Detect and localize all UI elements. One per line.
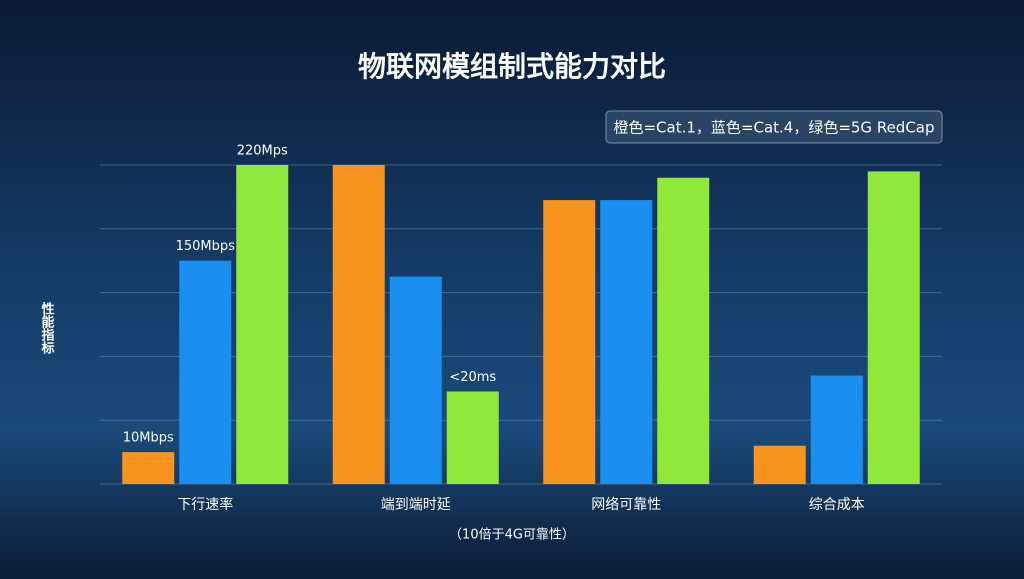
bar [236, 165, 289, 484]
bar [810, 375, 863, 484]
bar [332, 165, 385, 484]
bar [389, 276, 442, 484]
bar-annotation: 150Mbps [176, 239, 236, 254]
bar-annotation: 220Mps [237, 144, 288, 159]
bar-annotation: <20ms [449, 370, 496, 385]
y-axis-label: 性能指标 [39, 301, 56, 355]
bar-annotation: 10Mbps [123, 431, 174, 446]
bar [446, 391, 499, 484]
x-tick-label: 网络可靠性 [591, 497, 661, 513]
bar [179, 260, 232, 484]
bar [657, 177, 710, 484]
bar [543, 200, 596, 484]
legend-box [605, 110, 943, 144]
bar [867, 171, 920, 484]
note: （10倍于4G可靠性） [449, 528, 575, 543]
bar [600, 200, 653, 484]
x-tick-label: 综合成本 [809, 497, 865, 513]
x-tick-label: 端到端时延 [381, 497, 451, 513]
bar [753, 445, 806, 484]
legend-text: 橙色=Cat.1，蓝色=Cat.4，绿色=5G RedCap [613, 119, 934, 137]
x-tick-label: 下行速率 [177, 496, 233, 513]
bar [122, 452, 175, 484]
chart-title: 物联网模组制式能力对比 [358, 50, 666, 83]
